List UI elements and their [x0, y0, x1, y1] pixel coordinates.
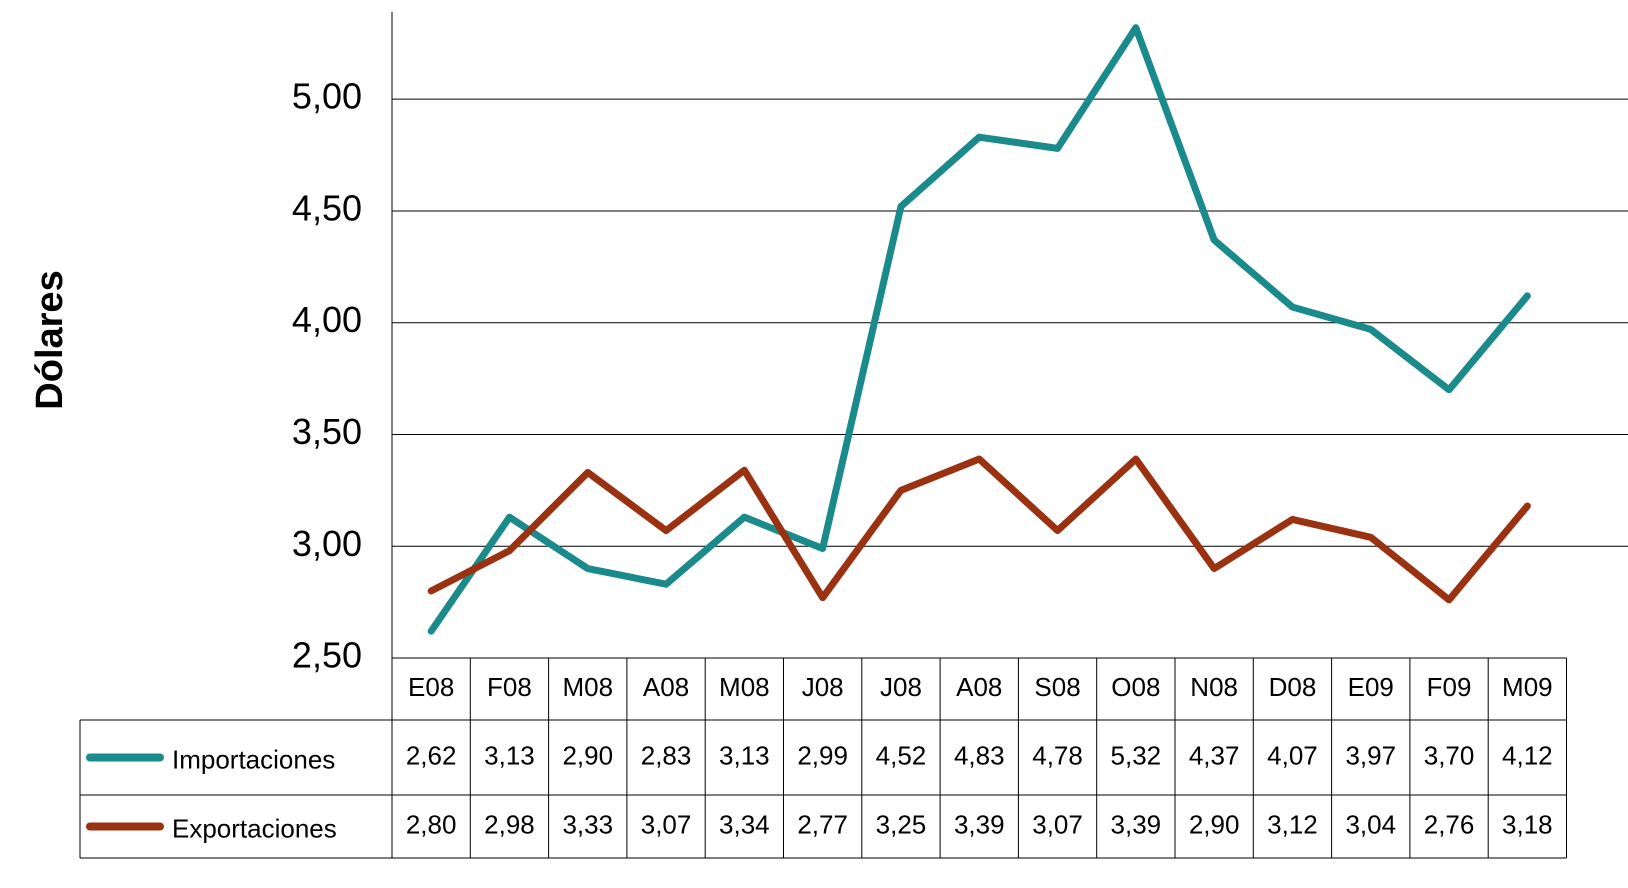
- data-label: 2,98: [484, 809, 535, 839]
- data-label: 2,83: [641, 740, 692, 770]
- data-label: 4,52: [876, 740, 927, 770]
- data-label: 3,12: [1267, 809, 1318, 839]
- x-tick-label: D08: [1269, 672, 1317, 702]
- data-label: 4,12: [1502, 740, 1553, 770]
- y-tick-label: 5,00: [292, 76, 362, 117]
- y-tick-label: 3,00: [292, 523, 362, 564]
- x-tick-label: E09: [1348, 672, 1394, 702]
- data-label: 4,07: [1267, 740, 1318, 770]
- data-label: 3,18: [1502, 809, 1553, 839]
- x-tick-label: S08: [1034, 672, 1080, 702]
- y-tick-label: 3,50: [292, 411, 362, 452]
- data-label: 2,99: [797, 740, 848, 770]
- data-label: 4,37: [1189, 740, 1240, 770]
- x-tick-label: J08: [802, 672, 844, 702]
- data-label: 2,90: [1189, 809, 1240, 839]
- legend-label: Importaciones: [172, 744, 335, 774]
- data-label: 2,76: [1424, 809, 1475, 839]
- data-label: 4,83: [954, 740, 1005, 770]
- x-tick-label: O08: [1111, 672, 1160, 702]
- x-tick-label: N08: [1190, 672, 1238, 702]
- data-label: 3,25: [876, 809, 927, 839]
- data-label: 4,78: [1032, 740, 1083, 770]
- x-tick-label: A08: [643, 672, 689, 702]
- data-label: 3,13: [484, 740, 535, 770]
- data-label: 3,70: [1424, 740, 1475, 770]
- x-tick-label: F08: [487, 672, 532, 702]
- y-tick-label: 2,50: [292, 635, 362, 676]
- series-line: [427, 455, 1531, 604]
- data-label: 3,07: [641, 809, 692, 839]
- data-label: 3,39: [1111, 809, 1162, 839]
- y-tick-label: 4,50: [292, 187, 362, 228]
- data-label: 2,77: [797, 809, 848, 839]
- data-label: 3,07: [1032, 809, 1083, 839]
- x-tick-label: M08: [719, 672, 770, 702]
- x-tick-label: F09: [1427, 672, 1472, 702]
- data-label: 2,80: [406, 809, 457, 839]
- data-label: 3,04: [1345, 809, 1396, 839]
- x-tick-label: M08: [562, 672, 613, 702]
- data-label: 3,33: [562, 809, 613, 839]
- data-label: 3,13: [719, 740, 770, 770]
- series-line: [427, 24, 1531, 635]
- x-tick-label: J08: [880, 672, 922, 702]
- x-tick-label: M09: [1502, 672, 1553, 702]
- data-label: 2,62: [406, 740, 457, 770]
- legend-label: Exportaciones: [172, 813, 337, 843]
- x-tick-label: E08: [408, 672, 454, 702]
- y-axis-label: Dólares: [29, 270, 71, 409]
- data-label: 3,97: [1345, 740, 1396, 770]
- x-tick-label: A08: [956, 672, 1002, 702]
- data-label: 3,34: [719, 809, 770, 839]
- data-label: 5,32: [1111, 740, 1162, 770]
- data-label: 3,39: [954, 809, 1005, 839]
- y-tick-label: 4,00: [292, 299, 362, 340]
- data-label: 2,90: [562, 740, 613, 770]
